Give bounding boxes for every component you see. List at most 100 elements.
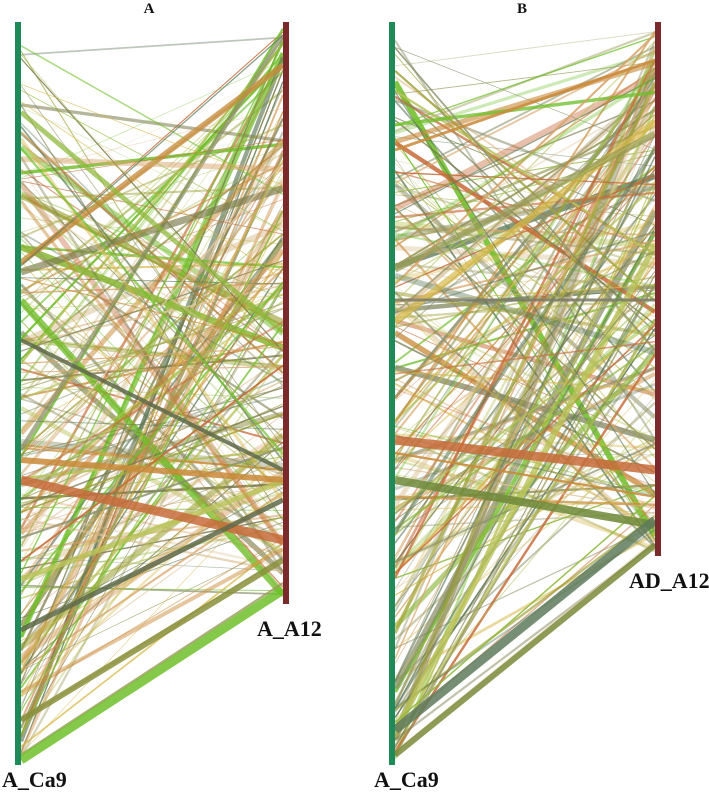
synteny-link [20,452,284,698]
synteny-link [394,61,656,95]
synteny-link [394,179,656,369]
synteny-link [20,161,284,474]
synteny-link [20,308,284,415]
synteny-link-major [394,435,656,475]
synteny-link [20,162,284,292]
synteny-link [20,491,284,563]
synteny-link [20,446,284,539]
synteny-link [394,197,656,488]
synteny-link [20,455,284,504]
synteny-link [20,42,284,384]
synteny-link [19,110,285,334]
synteny-link [20,268,284,514]
synteny-link [19,200,285,545]
synteny-link [394,35,656,127]
synteny-link [20,543,284,672]
synteny-link [394,370,656,392]
synteny-link [394,204,656,664]
synteny-link [20,178,284,476]
synteny-link-major [19,557,285,723]
synteny-link [20,103,284,143]
synteny-link [394,115,656,578]
synteny-link [394,284,656,512]
synteny-link [394,305,656,543]
synteny-link-major [20,338,284,472]
synteny-link [20,139,284,180]
synteny-link [20,537,284,697]
synteny-link [20,195,284,377]
chromosome-bar-right-b [655,22,661,556]
synteny-link [394,184,656,422]
panel-letter-a: A [144,1,155,17]
synteny-link [20,101,284,281]
synteny-link [20,527,284,578]
synteny-link [20,186,284,200]
synteny-link [20,210,284,584]
synteny-link-major [20,457,284,483]
synteny-link [394,320,656,742]
synteny-link [393,47,657,740]
synteny-link [394,214,656,443]
synteny-link [20,60,284,179]
synteny-link [394,76,656,470]
synteny-link [20,244,284,420]
panel-a: A A_Ca9 A_A12 [2,1,322,792]
synteny-link [20,83,284,186]
synteny-link [20,107,284,173]
synteny-link [19,283,285,561]
chromosome-bar-right-a [283,22,289,604]
synteny-link [394,76,656,241]
synteny-link [20,521,284,619]
synteny-link [20,337,284,371]
chromosome-label-right-b: AD_A12 [629,568,709,593]
synteny-link [20,260,284,352]
synteny-link [20,70,284,431]
synteny-link [394,294,656,483]
synteny-link [20,89,284,232]
synteny-link [394,433,656,450]
synteny-link [20,289,284,490]
synteny-link [394,168,656,608]
synteny-link [20,364,284,562]
synteny-link [20,34,284,267]
synteny-link [20,159,284,672]
synteny-link [19,284,285,758]
synteny-link [20,58,284,352]
synteny-link [394,262,656,301]
synteny-link [20,234,284,495]
synteny-link [20,36,284,56]
synteny-link-major [393,542,657,758]
synteny-link [20,54,284,359]
synteny-link [394,220,656,282]
synteny-link [394,324,656,575]
synteny-link [20,233,284,451]
synteny-link [394,77,656,215]
synteny-link [20,282,284,294]
synteny-link [20,321,284,482]
synteny-link [394,495,656,723]
chromosome-label-left-b: A_Ca9 [374,767,439,792]
synteny-links-b [391,30,659,760]
synteny-link [20,72,284,192]
synteny-links-a [18,28,286,764]
synteny-link [20,442,284,530]
synteny-link [20,582,284,756]
synteny-link [393,232,657,704]
synteny-link [393,59,657,579]
synteny-link [20,478,284,582]
synteny-link-major [18,586,286,764]
synteny-link [394,131,656,283]
synteny-link [394,54,656,352]
synteny-link [20,277,284,345]
synteny-link [394,66,656,460]
synteny-link [20,282,284,615]
chromosome-bar-left-a [15,22,21,765]
synteny-link [394,451,656,498]
synteny-link [394,174,656,288]
synteny-link [394,49,656,184]
synteny-link [394,156,656,683]
synteny-link [394,184,656,241]
synteny-link [20,191,284,458]
synteny-link [393,207,657,628]
